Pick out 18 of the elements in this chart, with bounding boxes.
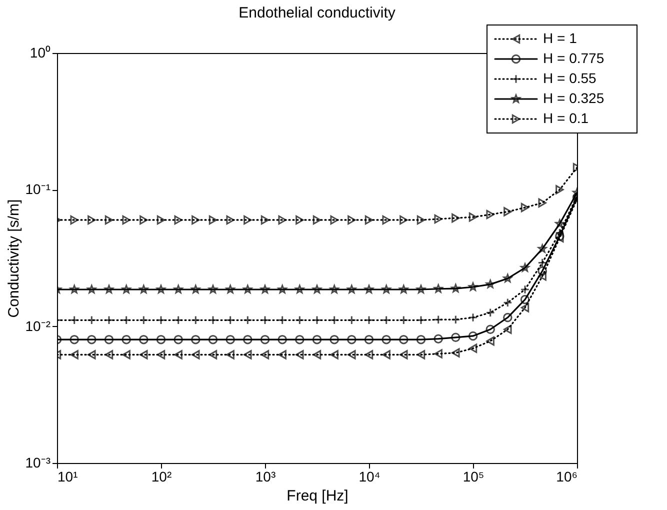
x-axis-title: Freq [Hz] bbox=[286, 488, 348, 504]
legend-label: H = 0.1 bbox=[543, 110, 589, 126]
legend-label: H = 1 bbox=[543, 30, 578, 46]
x-tick-label: 10¹ bbox=[58, 468, 78, 484]
y-tick-label: 10⁻³ bbox=[25, 454, 51, 470]
legend-label: H = 0.55 bbox=[543, 70, 597, 86]
y-tick-label: 10⁻¹ bbox=[25, 181, 51, 198]
y-axis-title: Conductivity [s/m] bbox=[5, 199, 22, 318]
y-tick-label: 10⁻² bbox=[25, 318, 51, 334]
y-tick-label: 10⁰ bbox=[30, 44, 50, 60]
x-tick-label: 10³ bbox=[255, 468, 276, 484]
legend-label: H = 0.325 bbox=[543, 90, 604, 106]
x-tick-label: 10² bbox=[151, 468, 172, 484]
chart-title: Endothelial conductivity bbox=[238, 4, 396, 22]
x-tick-label: 10⁶ bbox=[556, 468, 578, 484]
legend-label: H = 0.775 bbox=[543, 50, 604, 66]
x-tick-label: 10⁴ bbox=[358, 468, 380, 484]
x-tick-label: 10⁵ bbox=[462, 468, 484, 484]
